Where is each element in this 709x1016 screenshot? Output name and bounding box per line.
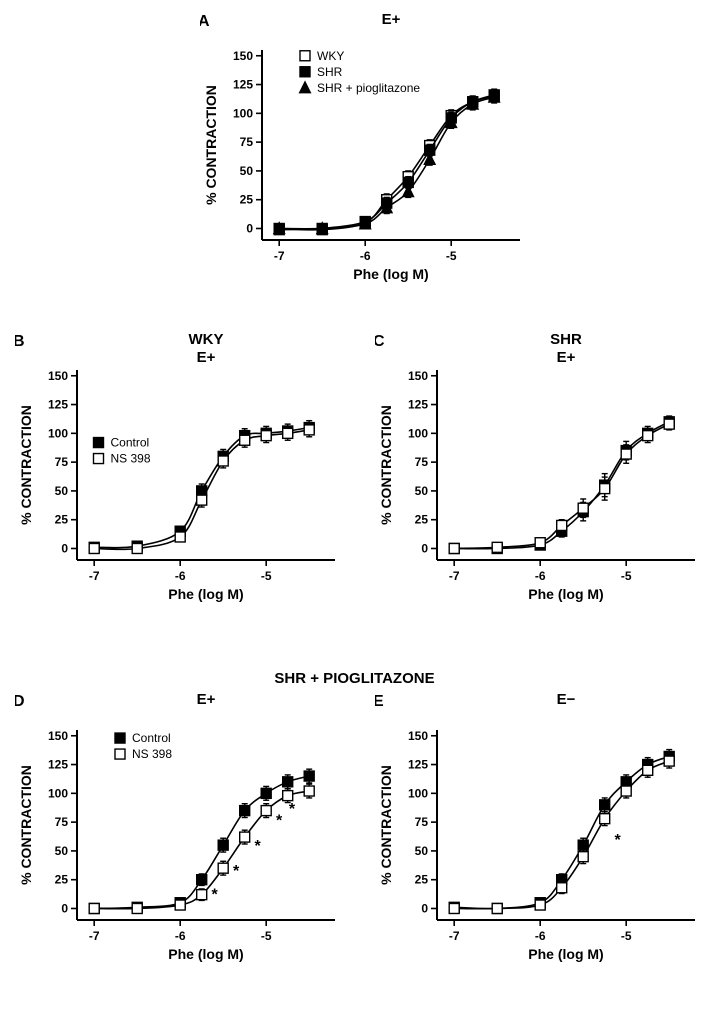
x-axis-label: Phe (log M) [168,586,243,602]
x-axis-label: Phe (log M) [528,586,603,602]
ytick-label: 100 [48,426,68,440]
panel-title: E+ [382,11,401,28]
ytick-label: 125 [408,398,428,412]
xtick-label: -5 [261,929,272,943]
ytick-label: 125 [233,78,253,92]
ytick-label: 50 [415,844,429,858]
xtick-label: -6 [175,569,186,583]
xtick-label: -5 [621,569,632,583]
panel-subtitle: E+ [197,691,216,708]
ytick-label: 25 [240,193,254,207]
panel-letter: C [375,333,385,350]
y-axis-label: % CONTRACTION [18,405,34,525]
significance-star: * [289,801,296,818]
ytick-label: 0 [61,901,68,915]
ytick-label: 25 [415,513,429,527]
ytick-label: 150 [48,369,68,383]
ytick-label: 100 [233,106,253,120]
x-axis-label: Phe (log M) [353,266,428,282]
ytick-label: 75 [415,455,429,469]
ytick-label: 75 [55,815,69,829]
significance-star: * [276,813,283,830]
ytick-label: 150 [408,369,428,383]
ytick-label: 150 [233,49,253,63]
xtick-label: -7 [274,249,285,263]
panel-C: 0255075100125150-7-6-5-4% CONTRACTIONPhe… [375,330,705,605]
xtick-label: -7 [449,929,460,943]
x-axis-label: Phe (log M) [168,946,243,962]
panel-D-svg: 0255075100125150-7-6-5-4% CONTRACTIONPhe… [15,690,345,965]
xtick-label: -7 [89,929,100,943]
x-axis-label: Phe (log M) [528,946,603,962]
xtick-label: -5 [446,249,457,263]
xtick-label: -6 [535,569,546,583]
legend-label: WKY [317,49,344,63]
panel-B-svg: 0255075100125150-7-6-5-4% CONTRACTIONPhe… [15,330,345,605]
panel-letter: D [15,693,25,710]
panel-B: 0255075100125150-7-6-5-4% CONTRACTIONPhe… [15,330,345,605]
ytick-label: 75 [240,135,254,149]
panel-subtitle: E− [557,691,576,708]
legend-label: Control [111,436,150,450]
xtick-label: -6 [360,249,371,263]
ytick-label: 125 [48,398,68,412]
panel-E: 0255075100125150-7-6-5-4% CONTRACTIONPhe… [375,690,705,965]
panel-letter: E [375,693,384,710]
significance-star: * [233,863,240,880]
ytick-label: 50 [55,484,69,498]
ytick-label: 100 [408,426,428,440]
ytick-label: 25 [55,873,69,887]
significance-star: * [211,886,218,903]
xtick-label: -7 [89,569,100,583]
ytick-label: 125 [408,758,428,772]
legend-label: NS 398 [111,452,151,466]
section-title: SHR + PIOGLITAZONE [10,670,699,687]
legend-label: NS 398 [132,747,172,761]
ytick-label: 150 [408,729,428,743]
ytick-label: 150 [48,729,68,743]
legend-label: SHR + pioglitazone [317,81,420,95]
legend-label: Control [132,731,171,745]
ytick-label: 50 [415,484,429,498]
xtick-label: -5 [621,929,632,943]
panel-E-svg: 0255075100125150-7-6-5-4% CONTRACTIONPhe… [375,690,705,965]
panel-A: 0255075100125150-7-6-5-4% CONTRACTIONPhe… [200,10,530,285]
significance-star: * [254,838,261,855]
xtick-label: -5 [261,569,272,583]
ytick-label: 25 [415,873,429,887]
panel-A-svg: 0255075100125150-7-6-5-4% CONTRACTIONPhe… [200,10,530,285]
panel-C-svg: 0255075100125150-7-6-5-4% CONTRACTIONPhe… [375,330,705,605]
xtick-label: -6 [535,929,546,943]
y-axis-label: % CONTRACTION [18,765,34,885]
panel-title: WKY [189,331,224,348]
legend-label: SHR [317,65,343,79]
panel-D: 0255075100125150-7-6-5-4% CONTRACTIONPhe… [15,690,345,965]
panel-letter: B [15,333,25,350]
ytick-label: 0 [61,541,68,555]
xtick-label: -6 [175,929,186,943]
ytick-label: 75 [55,455,69,469]
ytick-label: 100 [48,786,68,800]
panel-subtitle: E+ [197,349,216,366]
ytick-label: 100 [408,786,428,800]
ytick-label: 0 [421,901,428,915]
y-axis-label: % CONTRACTION [378,405,394,525]
ytick-label: 50 [240,164,254,178]
ytick-label: 0 [421,541,428,555]
ytick-label: 75 [415,815,429,829]
panel-letter: A [200,13,210,30]
ytick-label: 50 [55,844,69,858]
ytick-label: 0 [246,221,253,235]
xtick-label: -7 [449,569,460,583]
figure-container: 0255075100125150-7-6-5-4% CONTRACTIONPhe… [10,10,699,1006]
ytick-label: 25 [55,513,69,527]
significance-star: * [614,832,621,849]
panel-title: SHR [550,331,582,348]
y-axis-label: % CONTRACTION [203,85,219,205]
y-axis-label: % CONTRACTION [378,765,394,885]
panel-subtitle: E+ [557,349,576,366]
ytick-label: 125 [48,758,68,772]
